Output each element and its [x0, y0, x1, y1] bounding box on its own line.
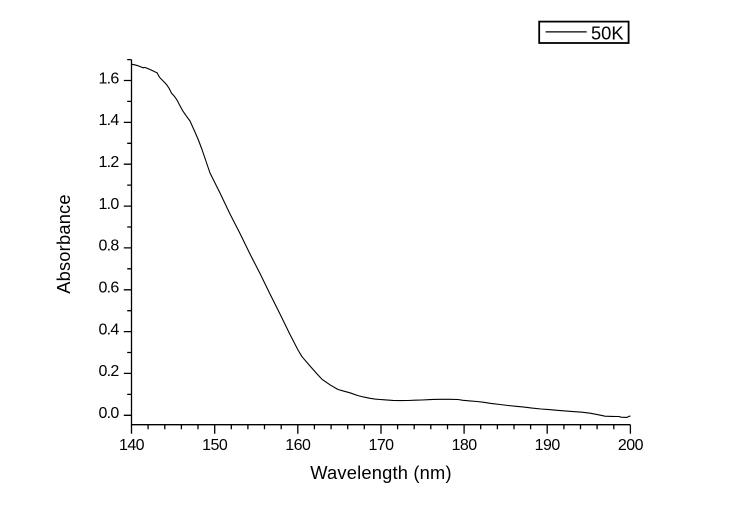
- svg-text:0.8: 0.8: [99, 238, 120, 255]
- svg-text:1.2: 1.2: [99, 154, 120, 171]
- svg-text:160: 160: [285, 437, 311, 454]
- svg-text:0.2: 0.2: [99, 363, 120, 380]
- svg-text:200: 200: [618, 437, 644, 454]
- svg-text:140: 140: [119, 437, 145, 454]
- svg-text:190: 190: [535, 437, 561, 454]
- svg-text:1.4: 1.4: [99, 112, 120, 129]
- svg-text:50K: 50K: [591, 23, 624, 44]
- svg-text:0.6: 0.6: [99, 280, 120, 297]
- svg-text:0.0: 0.0: [99, 405, 120, 422]
- svg-text:1.6: 1.6: [99, 70, 120, 87]
- svg-text:170: 170: [368, 437, 394, 454]
- svg-text:1.0: 1.0: [99, 196, 120, 213]
- svg-text:180: 180: [452, 437, 478, 454]
- svg-text:150: 150: [202, 437, 228, 454]
- svg-text:Wavelength (nm): Wavelength (nm): [310, 462, 452, 483]
- svg-text:Absorbance: Absorbance: [53, 194, 74, 294]
- svg-text:0.4: 0.4: [99, 321, 120, 338]
